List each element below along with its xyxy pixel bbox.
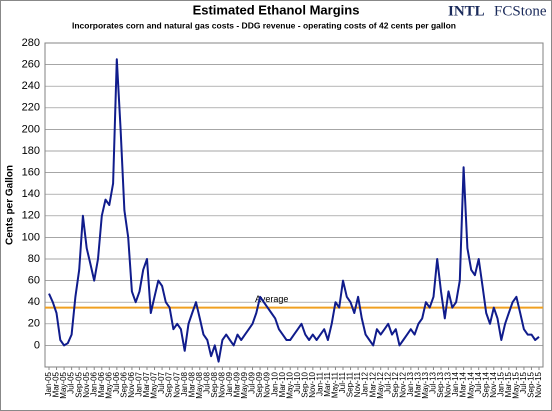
y-tick-label: 140: [22, 188, 40, 200]
x-tick-label: Mar-10: [278, 371, 287, 397]
x-tick-label: Jul-15: [519, 371, 528, 393]
x-tick-label: May-10: [285, 371, 294, 398]
logo-right: FCStone: [494, 3, 547, 19]
x-tick-label: Mar-15: [504, 371, 513, 397]
x-tick-label: Sep-10: [300, 371, 309, 397]
x-tick-label: Jul-05: [67, 371, 76, 393]
x-tick-label: Mar-06: [97, 371, 106, 397]
x-tick-label: Nov-12: [398, 371, 407, 397]
x-tick-label: Sep-09: [255, 371, 264, 397]
x-tick-label: Mar-08: [187, 371, 196, 397]
x-tick-label: Jan-11: [315, 371, 324, 395]
y-tick-label: 280: [22, 37, 40, 49]
y-tick-label: 220: [22, 102, 40, 114]
x-tick-label: Mar-13: [413, 371, 422, 397]
x-tick-label: Jul-11: [338, 371, 347, 393]
x-tick-label: Mar-12: [368, 371, 377, 397]
x-tick-label: Jan-14: [451, 371, 460, 396]
x-tick-label: Jan-12: [361, 371, 370, 396]
x-tick-label: Sep-07: [165, 371, 174, 397]
x-tick-label: Jul-10: [293, 371, 302, 393]
x-tick-label: Jul-08: [202, 371, 211, 393]
x-tick-label: Mar-14: [459, 371, 468, 397]
data-line: [48, 58, 540, 363]
x-tick-label: Jul-07: [157, 371, 166, 393]
x-tick-label: Nov-15: [534, 371, 543, 397]
x-tick-label: Sep-14: [481, 371, 490, 397]
x-tick-label: Jul-12: [383, 371, 392, 393]
y-tick-label: 100: [22, 231, 40, 243]
x-tick-label: Jan-15: [496, 371, 505, 396]
x-tick-label: May-11: [331, 371, 340, 398]
x-tick-label: Mar-09: [233, 371, 242, 397]
x-tick-label: Mar-11: [323, 371, 332, 396]
y-tick-label: 60: [28, 275, 40, 287]
x-tick-label: Jul-13: [429, 371, 438, 393]
x-tick-label: May-13: [421, 371, 430, 398]
x-tick-label: Sep-13: [436, 371, 445, 397]
x-tick-label: Jul-06: [112, 371, 121, 393]
y-tick-label: 180: [22, 145, 40, 157]
logo-left: INTL: [448, 3, 485, 19]
x-tick-label: May-06: [104, 371, 113, 398]
x-tick-label: May-09: [240, 371, 249, 398]
y-tick-label: 80: [28, 253, 40, 265]
plot-area: [44, 42, 544, 368]
x-tick-label: May-15: [511, 371, 520, 398]
x-tick-label: May-07: [150, 371, 159, 398]
x-tick-label: Sep-11: [346, 371, 355, 397]
y-axis-label: Cents per Gallon: [5, 165, 16, 245]
x-tick-label: Nov-09: [263, 371, 272, 397]
x-tick-label: Jan-10: [270, 371, 279, 396]
x-tick-label: Mar-07: [142, 371, 151, 397]
x-tick-label: Jul-09: [248, 371, 257, 393]
y-tick-label: 20: [28, 318, 40, 330]
x-tick-label: Nov-06: [127, 371, 136, 397]
x-tick-label: Sep-15: [527, 371, 536, 397]
y-tick-label: 260: [22, 59, 40, 71]
x-tick-label: Nov-11: [353, 371, 362, 397]
x-tick-label: Sep-08: [210, 371, 219, 397]
x-tick-label: Sep-05: [74, 371, 83, 397]
x-tick-label: May-05: [59, 371, 68, 398]
x-tick-label: Mar-05: [52, 371, 61, 397]
average-label: Average: [255, 294, 288, 304]
x-tick-label: Jan-09: [225, 371, 234, 396]
y-tick-label: 120: [22, 210, 40, 222]
x-tick-label: Nov-08: [217, 371, 226, 397]
y-tick-label: 40: [28, 296, 40, 308]
x-tick-label: May-12: [376, 371, 385, 398]
x-tick-label: May-08: [195, 371, 204, 398]
x-tick-label: Sep-06: [119, 371, 128, 397]
y-tick-label: 200: [22, 123, 40, 135]
x-tick-label: Jan-13: [406, 371, 415, 396]
y-tick-label: 160: [22, 167, 40, 179]
x-tick-label: May-14: [466, 371, 475, 398]
x-tick-label: Jan-06: [89, 371, 98, 396]
x-tick-label: Nov-14: [489, 371, 498, 397]
x-tick-label: Jan-07: [135, 371, 144, 396]
x-tick-label: Jul-14: [474, 371, 483, 393]
y-tick-label: 240: [22, 80, 40, 92]
x-tick-label: Nov-05: [82, 371, 91, 397]
chart-title: Estimated Ethanol Margins: [193, 2, 360, 17]
x-tick-label: Jan-05: [44, 371, 53, 396]
chart-subtitle: Incorporates corn and natural gas costs …: [72, 20, 456, 30]
x-tick-label: Nov-13: [444, 371, 453, 397]
x-tick-label: Nov-10: [308, 371, 317, 397]
y-tick-label: 0: [34, 339, 40, 351]
x-tick-label: Sep-12: [391, 371, 400, 397]
x-tick-label: Jan-08: [180, 371, 189, 396]
x-tick-label: Nov-07: [172, 371, 181, 397]
